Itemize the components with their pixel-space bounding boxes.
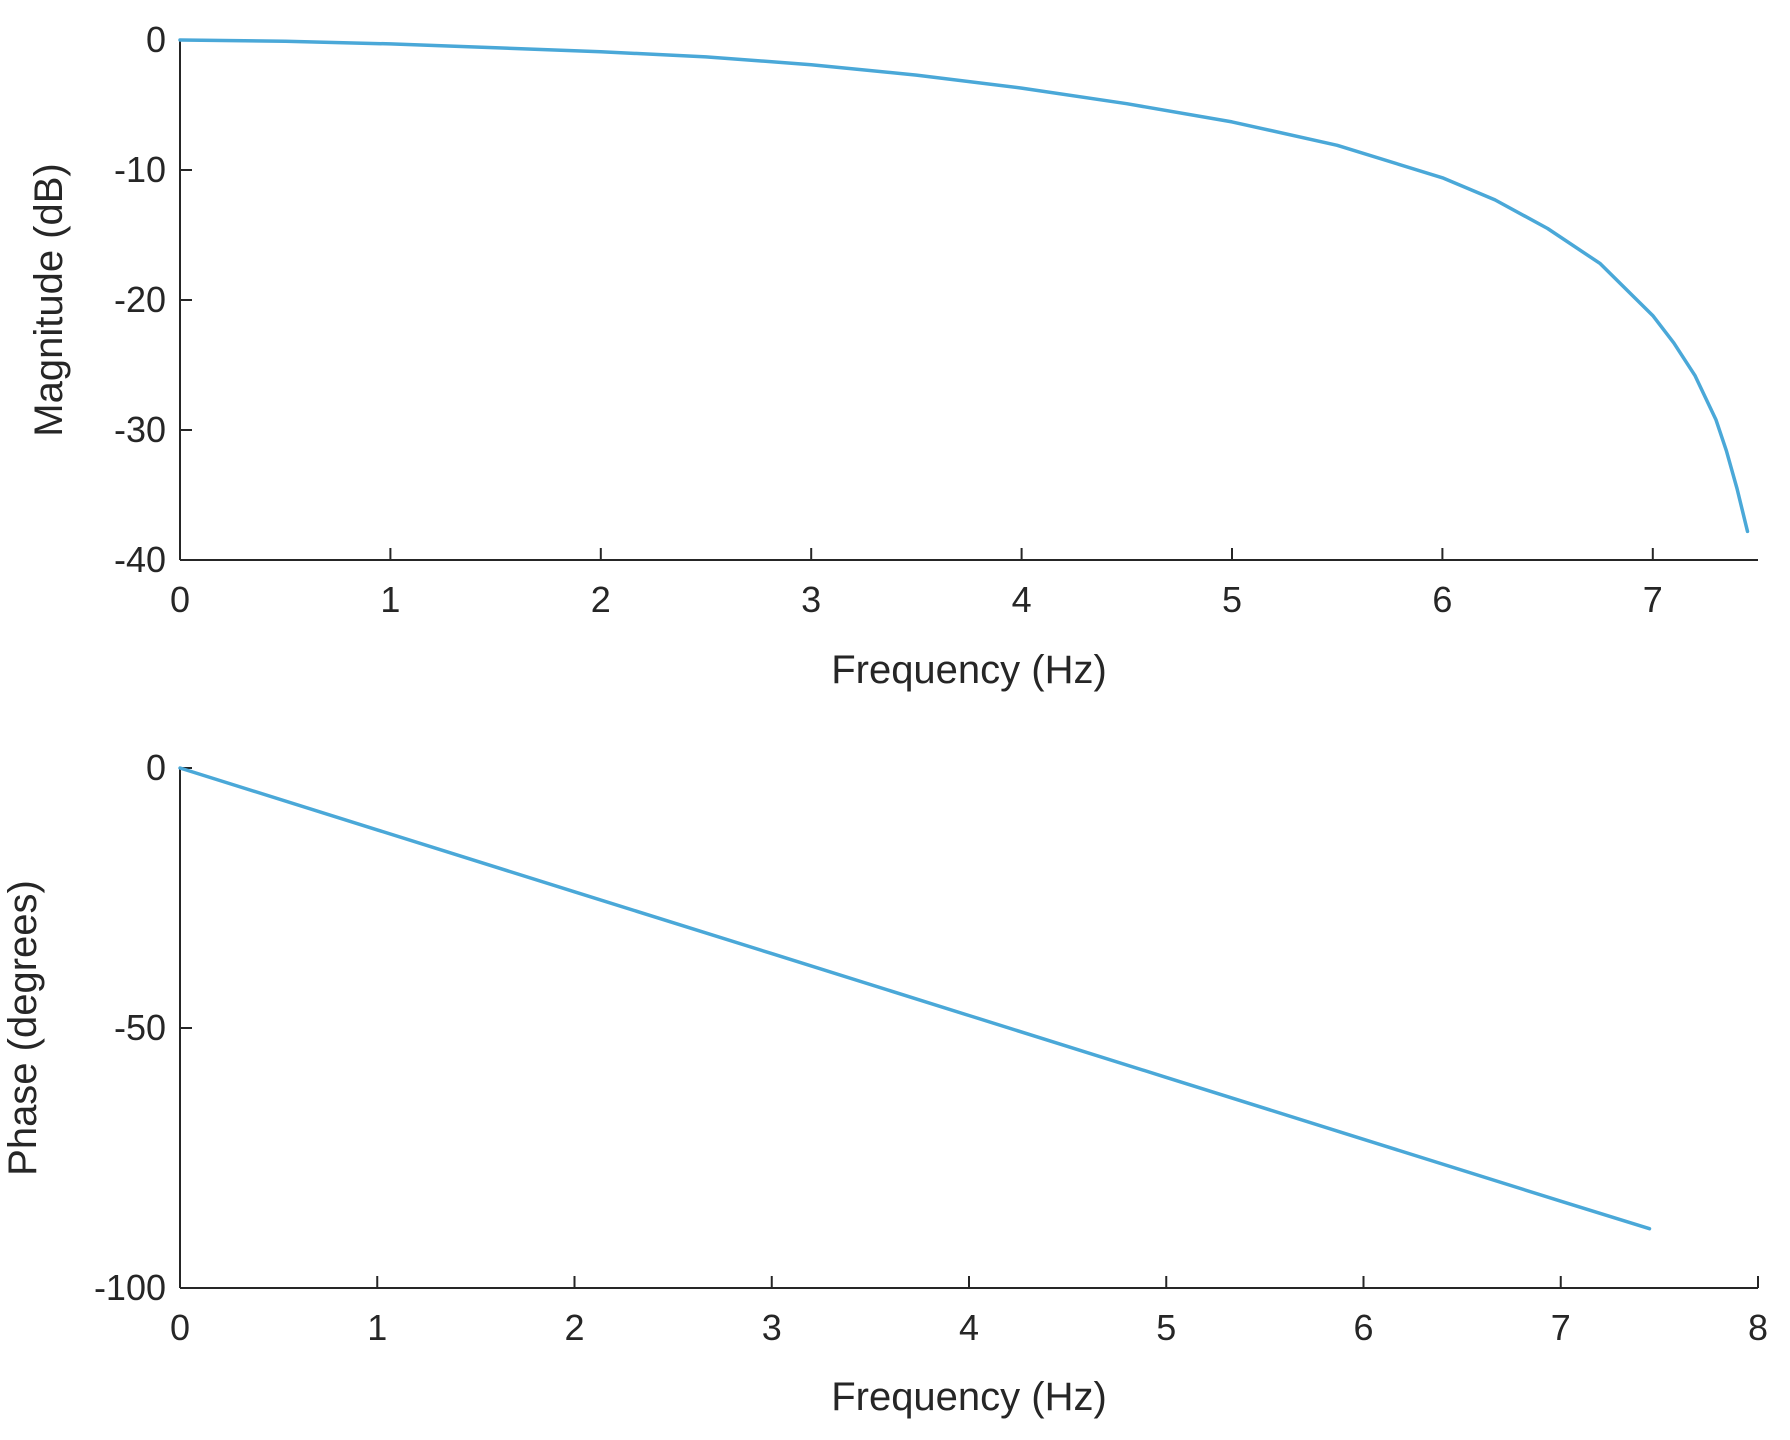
phase-x-tick-label: 8: [1748, 1307, 1768, 1348]
magnitude-x-tick-label: 5: [1222, 579, 1242, 620]
magnitude-x-tick-label: 4: [1012, 579, 1032, 620]
magnitude-y-tick-label: -10: [114, 149, 166, 190]
magnitude-x-tick-label: 6: [1432, 579, 1452, 620]
magnitude-plot-area: [178, 38, 1750, 534]
phase-x-tick-label: 3: [762, 1307, 782, 1348]
phase-x-tick-label: 2: [564, 1307, 584, 1348]
magnitude-y-tick-label: 0: [146, 19, 166, 60]
magnitude-y-tick-label: -40: [114, 539, 166, 580]
magnitude-x-tick-label: 7: [1643, 579, 1663, 620]
phase-chart: 0 1 2 3 4 5 6 7 8 0 -50 -100 Frequency (Hz) Phase …: [1, 747, 1768, 1419]
phase-y-tick-label: -100: [94, 1267, 166, 1308]
phase-x-tick-label: 7: [1551, 1307, 1571, 1348]
phase-plot-area: [178, 766, 1652, 1231]
phase-x-tick-label: 1: [367, 1307, 387, 1348]
phase-series-line: [178, 766, 1652, 1231]
phase-x-tick-label: 4: [959, 1307, 979, 1348]
phase-x-tick-label: 5: [1156, 1307, 1176, 1348]
magnitude-y-axis-label: Magnitude (dB): [27, 163, 71, 436]
magnitude-y-tick-label: -30: [114, 409, 166, 450]
phase-y-tick-label: 0: [146, 747, 166, 788]
magnitude-y-tick-label: -20: [114, 279, 166, 320]
magnitude-series-line: [178, 38, 1750, 534]
magnitude-x-tick-label: 3: [801, 579, 821, 620]
phase-x-axis: 0 1 2 3 4 5 6 7 8: [170, 1276, 1768, 1348]
magnitude-x-tick-label: 2: [591, 579, 611, 620]
magnitude-x-axis-label: Frequency (Hz): [831, 648, 1107, 692]
magnitude-x-tick-label: 1: [380, 579, 400, 620]
phase-y-axis: 0 -50 -100: [94, 747, 192, 1308]
phase-y-axis-label: Phase (degrees): [1, 880, 45, 1176]
magnitude-x-axis: 0 1 2 3 4 5 6 7: [170, 548, 1663, 620]
phase-x-tick-label: 0: [170, 1307, 190, 1348]
phase-x-tick-label: 6: [1353, 1307, 1373, 1348]
magnitude-x-tick-label: 0: [170, 579, 190, 620]
phase-y-tick-label: -50: [114, 1007, 166, 1048]
phase-x-axis-label: Frequency (Hz): [831, 1375, 1107, 1419]
magnitude-chart: 0 1 2 3 4 5 6 7 0 -10 -20 -30 -40 Frequency (Hz) Ma…: [27, 19, 1758, 692]
